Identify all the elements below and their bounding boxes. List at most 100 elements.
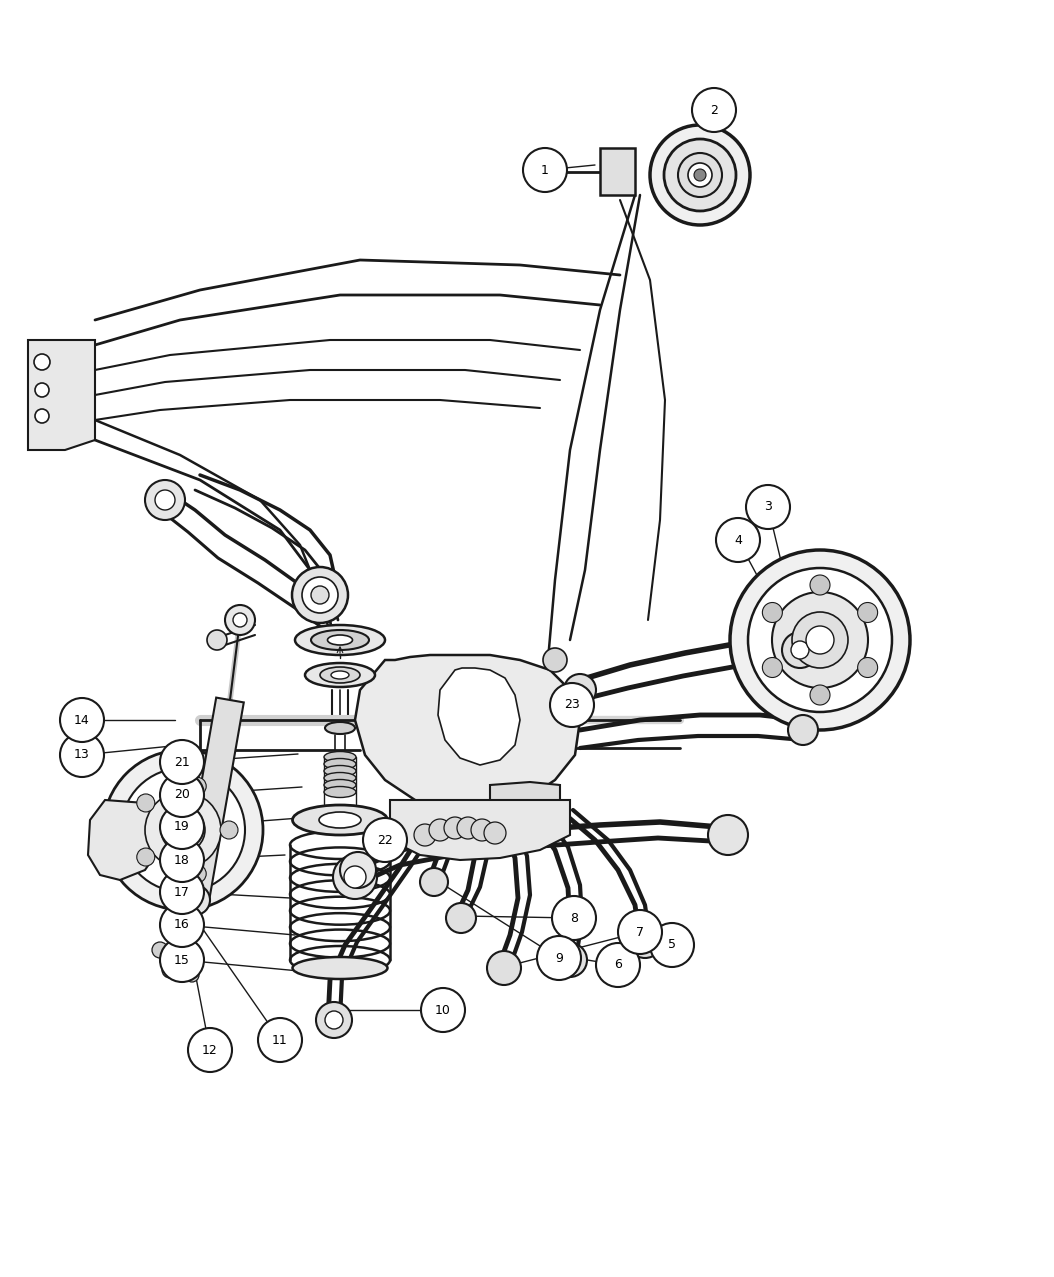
Circle shape bbox=[536, 936, 581, 979]
Text: 16: 16 bbox=[174, 918, 190, 931]
Ellipse shape bbox=[319, 812, 362, 827]
Circle shape bbox=[806, 626, 834, 654]
Ellipse shape bbox=[311, 630, 369, 650]
Text: 9: 9 bbox=[555, 951, 563, 964]
Text: 23: 23 bbox=[564, 699, 580, 711]
Text: 7: 7 bbox=[636, 926, 644, 939]
Ellipse shape bbox=[324, 787, 356, 798]
Circle shape bbox=[121, 767, 245, 893]
Circle shape bbox=[678, 153, 722, 197]
Circle shape bbox=[60, 733, 104, 776]
Circle shape bbox=[858, 658, 878, 678]
Circle shape bbox=[188, 1028, 232, 1071]
Ellipse shape bbox=[305, 663, 375, 687]
Polygon shape bbox=[490, 782, 560, 820]
Ellipse shape bbox=[324, 751, 356, 762]
Circle shape bbox=[596, 942, 640, 987]
Text: 1: 1 bbox=[541, 163, 549, 176]
Circle shape bbox=[457, 817, 479, 839]
Circle shape bbox=[429, 819, 451, 842]
Ellipse shape bbox=[325, 722, 355, 734]
Circle shape bbox=[160, 773, 204, 817]
Circle shape bbox=[414, 824, 436, 845]
Circle shape bbox=[160, 939, 204, 982]
Circle shape bbox=[762, 658, 782, 678]
Ellipse shape bbox=[320, 667, 360, 683]
Circle shape bbox=[708, 815, 748, 856]
Circle shape bbox=[292, 567, 348, 623]
Polygon shape bbox=[87, 799, 160, 880]
Text: 14: 14 bbox=[74, 714, 90, 727]
Circle shape bbox=[363, 819, 407, 862]
Circle shape bbox=[792, 612, 848, 668]
Ellipse shape bbox=[331, 670, 349, 679]
Text: 8: 8 bbox=[570, 912, 578, 925]
Circle shape bbox=[419, 868, 448, 896]
Circle shape bbox=[564, 674, 596, 706]
Polygon shape bbox=[438, 668, 520, 765]
Circle shape bbox=[186, 968, 199, 982]
Circle shape bbox=[748, 568, 892, 713]
Polygon shape bbox=[355, 655, 580, 810]
Text: 17: 17 bbox=[174, 885, 190, 899]
Circle shape bbox=[782, 632, 818, 668]
Circle shape bbox=[160, 838, 204, 882]
Polygon shape bbox=[28, 340, 95, 450]
Text: 10: 10 bbox=[435, 1004, 451, 1016]
Ellipse shape bbox=[324, 773, 356, 784]
Circle shape bbox=[137, 848, 155, 866]
Circle shape bbox=[160, 903, 204, 948]
Circle shape bbox=[487, 951, 521, 985]
Circle shape bbox=[35, 383, 48, 397]
Ellipse shape bbox=[324, 765, 356, 776]
Text: 19: 19 bbox=[174, 821, 190, 834]
Circle shape bbox=[145, 792, 221, 868]
Text: 20: 20 bbox=[174, 788, 190, 802]
Circle shape bbox=[664, 139, 736, 211]
Circle shape bbox=[34, 354, 50, 370]
Circle shape bbox=[762, 603, 782, 622]
Circle shape bbox=[60, 699, 104, 742]
Circle shape bbox=[650, 923, 694, 967]
Circle shape bbox=[103, 750, 264, 911]
Circle shape bbox=[311, 586, 329, 604]
Circle shape bbox=[811, 575, 829, 595]
Circle shape bbox=[692, 88, 736, 132]
Ellipse shape bbox=[295, 624, 385, 655]
Circle shape bbox=[35, 409, 48, 423]
Circle shape bbox=[618, 911, 662, 954]
Circle shape bbox=[325, 1011, 343, 1029]
Circle shape bbox=[552, 896, 596, 940]
Text: 6: 6 bbox=[614, 959, 622, 972]
Polygon shape bbox=[181, 697, 243, 903]
Circle shape bbox=[627, 922, 663, 958]
Circle shape bbox=[858, 603, 878, 622]
Circle shape bbox=[207, 630, 227, 650]
Circle shape bbox=[543, 647, 567, 672]
Circle shape bbox=[155, 490, 175, 510]
Circle shape bbox=[233, 613, 247, 627]
Circle shape bbox=[189, 865, 207, 882]
Circle shape bbox=[716, 518, 760, 562]
Circle shape bbox=[180, 885, 210, 916]
Circle shape bbox=[316, 1002, 352, 1038]
Circle shape bbox=[145, 480, 186, 520]
Circle shape bbox=[160, 739, 204, 784]
Text: 22: 22 bbox=[377, 834, 393, 847]
Text: 2: 2 bbox=[710, 103, 718, 116]
Circle shape bbox=[688, 163, 713, 186]
Circle shape bbox=[160, 805, 204, 849]
Circle shape bbox=[535, 162, 555, 183]
Ellipse shape bbox=[324, 759, 356, 770]
Ellipse shape bbox=[324, 779, 356, 790]
Ellipse shape bbox=[293, 805, 388, 835]
Circle shape bbox=[650, 125, 750, 225]
Circle shape bbox=[161, 808, 204, 852]
Text: 18: 18 bbox=[174, 853, 190, 867]
Ellipse shape bbox=[328, 635, 352, 645]
Circle shape bbox=[178, 948, 192, 962]
Circle shape bbox=[444, 817, 466, 839]
Text: 15: 15 bbox=[174, 954, 190, 967]
Text: 21: 21 bbox=[174, 756, 190, 769]
Polygon shape bbox=[390, 799, 570, 859]
